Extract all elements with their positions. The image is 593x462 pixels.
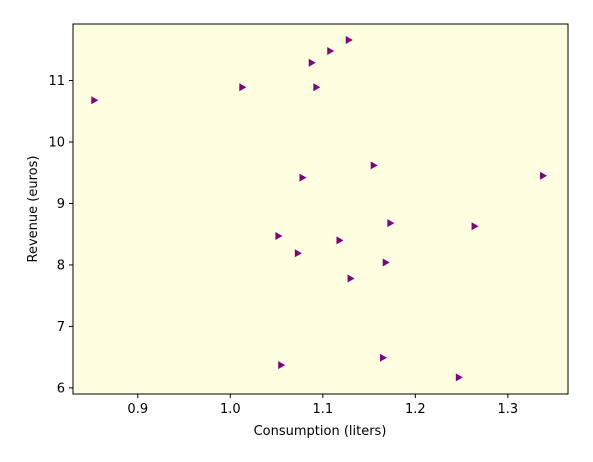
y-tick-label: 7 <box>57 320 65 335</box>
data-point <box>336 236 344 245</box>
y-tick-label: 10 <box>48 136 65 151</box>
x-tick-label: 1.3 <box>498 402 519 417</box>
data-point <box>540 171 548 180</box>
data-point <box>294 249 302 258</box>
plot-area <box>73 24 568 394</box>
x-axis-label: Consumption (liters) <box>254 424 387 439</box>
data-point <box>278 361 286 370</box>
y-tick-label: 11 <box>48 74 65 89</box>
y-tick-label: 8 <box>57 258 65 273</box>
data-point <box>387 219 395 228</box>
data-point <box>313 83 321 92</box>
x-tick-label: 0.9 <box>127 402 148 417</box>
x-axis-ticks: 0.9 1.0 1.1 1.2 1.3 <box>127 394 518 417</box>
data-point <box>347 274 355 283</box>
data-point <box>327 47 335 56</box>
plot-frame <box>72 23 569 395</box>
x-tick-label: 1.2 <box>405 402 426 417</box>
data-point <box>370 161 378 170</box>
y-axis-label: Revenue (euros) <box>26 156 41 263</box>
y-tick-label: 9 <box>57 197 65 212</box>
data-point <box>379 353 387 362</box>
data-point <box>455 373 463 382</box>
x-tick-label: 1.0 <box>220 402 241 417</box>
x-tick-label: 1.1 <box>312 402 333 417</box>
data-point <box>275 232 283 241</box>
y-tick-label: 6 <box>57 381 65 396</box>
data-point <box>299 173 307 182</box>
data-point <box>91 96 99 105</box>
data-point <box>308 58 316 67</box>
data-point <box>382 258 390 267</box>
data-points <box>91 35 548 382</box>
data-point <box>239 83 247 92</box>
data-point <box>345 35 353 44</box>
data-point <box>471 222 479 231</box>
y-axis-ticks: 6 7 8 9 10 11 <box>48 74 73 396</box>
